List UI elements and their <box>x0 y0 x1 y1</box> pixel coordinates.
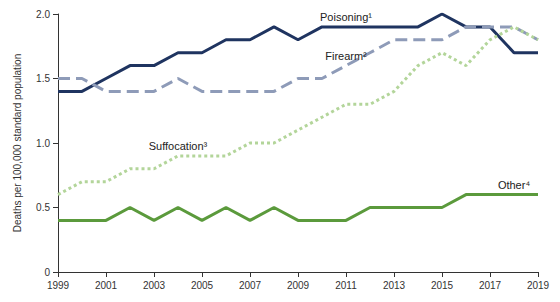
svg-text:2005: 2005 <box>191 280 214 291</box>
svg-text:2015: 2015 <box>431 280 454 291</box>
svg-text:Other⁴: Other⁴ <box>498 179 531 191</box>
svg-text:2017: 2017 <box>479 280 502 291</box>
svg-text:1.5: 1.5 <box>36 73 50 84</box>
svg-text:Deaths per 100,000 standard po: Deaths per 100,000 standard population <box>12 54 23 232</box>
svg-text:2007: 2007 <box>239 280 262 291</box>
svg-text:Poisoning¹: Poisoning¹ <box>320 11 372 23</box>
svg-text:Suffocation³: Suffocation³ <box>149 140 208 152</box>
svg-text:2001: 2001 <box>95 280 118 291</box>
svg-text:2003: 2003 <box>143 280 166 291</box>
svg-text:2013: 2013 <box>383 280 406 291</box>
svg-text:2011: 2011 <box>335 280 357 291</box>
svg-text:Firearm²: Firearm² <box>325 50 367 62</box>
svg-text:0.5: 0.5 <box>36 202 50 213</box>
svg-text:2019: 2019 <box>527 280 550 291</box>
svg-text:1999: 1999 <box>47 280 70 291</box>
svg-text:2.0: 2.0 <box>36 9 50 20</box>
svg-text:0: 0 <box>44 267 50 278</box>
svg-text:2009: 2009 <box>287 280 310 291</box>
svg-text:1.0: 1.0 <box>36 138 50 149</box>
